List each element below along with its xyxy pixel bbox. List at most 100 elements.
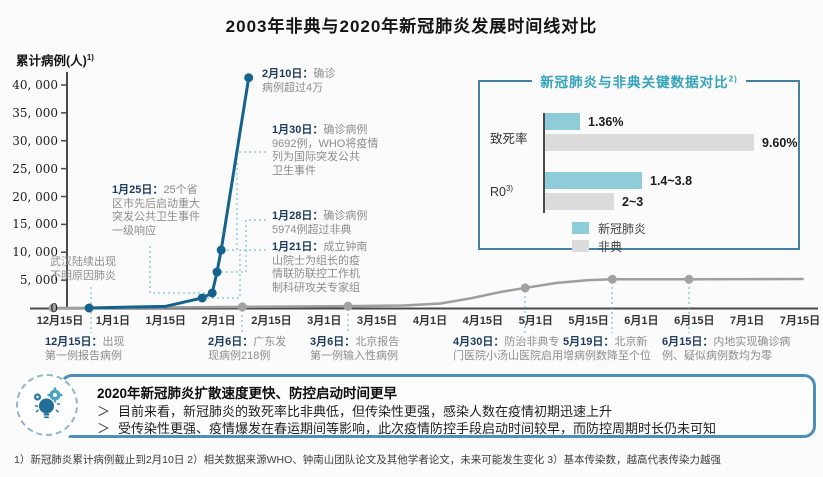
event-annotation: 1月25日：25个省 区市先后启动重大 突发公共卫生事件 一级响应 <box>112 184 200 238</box>
legend-item: 新冠肺炎 <box>572 220 646 236</box>
x-tick-label: 4月15日 <box>462 315 504 327</box>
bar-value-label: 2~3 <box>622 194 644 209</box>
annotation-line: 第一例报告病例 <box>45 349 122 362</box>
bar-row: 2~3 <box>545 193 792 210</box>
bar <box>545 134 754 151</box>
x-tick-label: 3月15日 <box>356 315 398 327</box>
bar-chart-legend: 新冠肺炎 非典 <box>572 220 646 256</box>
event-annotation: 1月21日：成立钟南 山院士为组长的疫 情联防联控工作机 制科研攻关专家组 <box>272 241 367 295</box>
data-point-marker <box>212 267 222 277</box>
x-tick-label: 2月1日 <box>201 315 236 327</box>
data-point-marker <box>48 303 58 313</box>
annotation-line: 5974例超过非典 <box>272 223 352 236</box>
y-axis-label: 累计病例(人)1) <box>16 50 94 69</box>
data-point-marker <box>607 274 617 284</box>
data-point-marker <box>216 245 226 255</box>
annotation-line: 门医院小汤山医院启用 <box>453 349 563 362</box>
header-rule-right <box>745 80 798 82</box>
comparison-title-footnote-marker: 2) <box>728 74 738 84</box>
legend-label: 非典 <box>598 239 623 254</box>
annotation-date: 12月15日： <box>45 336 103 348</box>
x-tick-label: 5月15日 <box>568 315 609 327</box>
x-tick-label: 7月15日 <box>779 315 821 327</box>
y-tick-label: 25, 000 <box>12 161 58 176</box>
annotation-date: 1月30日： <box>272 124 324 136</box>
annotation-connector <box>221 219 266 273</box>
series-line <box>51 277 804 310</box>
x-tick-label: 6月15日 <box>674 315 715 327</box>
annotation-connector <box>149 246 208 294</box>
annotation-line: 4月30日：防治非典专 <box>453 336 560 348</box>
x-tick-label: 12月15日 <box>36 315 84 327</box>
y-axis-label-footnote-marker: 1) <box>86 52 94 62</box>
bar-row: 1.36% <box>545 113 792 130</box>
x-tick-label: 1月1日 <box>95 315 130 327</box>
annotation-line: 第一例输入性病例 <box>310 349 398 362</box>
bar-value-label: 1.4~3.8 <box>650 173 693 188</box>
y-tick-label: 5, 000 <box>19 273 58 288</box>
legend-item: 非典 <box>572 238 646 254</box>
annotation-line: 现病例218例 <box>208 349 271 362</box>
data-point-marker <box>343 301 353 311</box>
metric-block: 1.36% 9.60% <box>545 113 797 151</box>
data-point-marker <box>684 274 694 284</box>
annotation-line: 6月15日：内地实现确诊病 <box>662 336 791 348</box>
annotation-line: 9692例，WHO将疫情 <box>272 137 379 150</box>
speech-bubble-tail <box>62 430 75 443</box>
bar-category-label: R03) <box>490 184 514 200</box>
insight-icon-bubble <box>16 374 78 436</box>
x-tick-label: 5月1日 <box>518 315 553 327</box>
annotation-line: 区市先后启动重大 <box>112 197 200 210</box>
y-tick-label: 15, 000 <box>12 217 58 232</box>
annotation-line: 情联防联控工作机 <box>272 268 360 280</box>
event-annotation: 2月10日：确诊 病例超过4万 <box>262 68 335 95</box>
data-point-marker <box>207 288 217 298</box>
x-tick-label: 7月1日 <box>730 315 765 327</box>
annotation-line: 增病例数降至个位 <box>563 349 651 362</box>
comparison-panel-header: 新冠肺炎与非典关键数据对比2) <box>480 71 798 91</box>
event-annotation: 12月15日：出现 第一例报告病例 <box>45 336 124 363</box>
annotation-line: 3月6日：北京报告 <box>310 336 400 348</box>
y-tick-label: 30, 000 <box>12 133 58 148</box>
annotation-line: 1月21日：成立钟南 <box>272 241 368 253</box>
event-annotation: 1月28日：确诊病例 5974例超过非典 <box>272 210 367 237</box>
annotation-connector <box>206 249 266 299</box>
annotation-line: 卫生事件 <box>272 164 316 177</box>
legend-label: 新冠肺炎 <box>598 221 647 236</box>
annotation-line: 列为国际突发公共 <box>272 151 360 163</box>
annotation-date: 1月28日： <box>272 210 324 222</box>
annotation-line: 5月19日：北京新 <box>563 336 648 348</box>
summary-bullet: ＞目前来看，新冠肺炎的致死率比非典低，但传染性更强，感染人数在疫情初期迅速上升 <box>97 404 613 419</box>
comparison-title-text: 新冠肺炎与非典关键数据对比 <box>540 75 729 90</box>
annotation-line: 12月15日：出现 <box>45 336 125 348</box>
legend-swatch <box>572 240 589 252</box>
data-point-marker <box>197 293 207 303</box>
annotation-date: 3月6日： <box>310 336 356 348</box>
bar <box>545 113 580 130</box>
x-tick-label: 1月15日 <box>145 315 186 327</box>
x-tick-label: 4月1日 <box>412 315 448 327</box>
data-point-marker <box>244 73 254 83</box>
y-tick-label: 35, 000 <box>12 105 58 120</box>
annotation-line: 1月30日：确诊病例 <box>272 124 368 136</box>
y-tick-label: 10, 000 <box>12 245 58 260</box>
annotation-date: 4月30日： <box>453 336 505 348</box>
event-annotation: 3月6日：北京报告 第一例输入性病例 <box>310 336 399 363</box>
bar-category-label: 致死率 <box>490 132 528 146</box>
footnote: 1）新冠肺炎累计病例截止到2月10日 2）相关数据来源WHO、钟南山团队论文及其… <box>14 454 722 466</box>
comparison-panel-title: 新冠肺炎与非典关键数据对比2) <box>532 71 746 91</box>
annotation-date: 6月15日： <box>662 336 714 348</box>
bullet-mark: ＞ <box>97 404 111 419</box>
annotation-line: 制科研攻关专家组 <box>272 281 360 294</box>
data-point-marker <box>520 283 530 293</box>
y-tick-label: 20, 000 <box>12 189 58 204</box>
category-footnote-marker: 3) <box>505 184 514 193</box>
annotation-line: 2月10日：确诊 <box>262 68 336 80</box>
metric-block: 1.4~3.8 2~3 <box>545 172 792 210</box>
x-tick-label: 6月1日 <box>624 315 659 327</box>
event-annotation: 4月30日：防治非典专 门医院小汤山医院启用 <box>453 336 563 363</box>
y-tick-label: 40, 000 <box>12 78 58 92</box>
annotation-line: 一级响应 <box>112 224 156 237</box>
